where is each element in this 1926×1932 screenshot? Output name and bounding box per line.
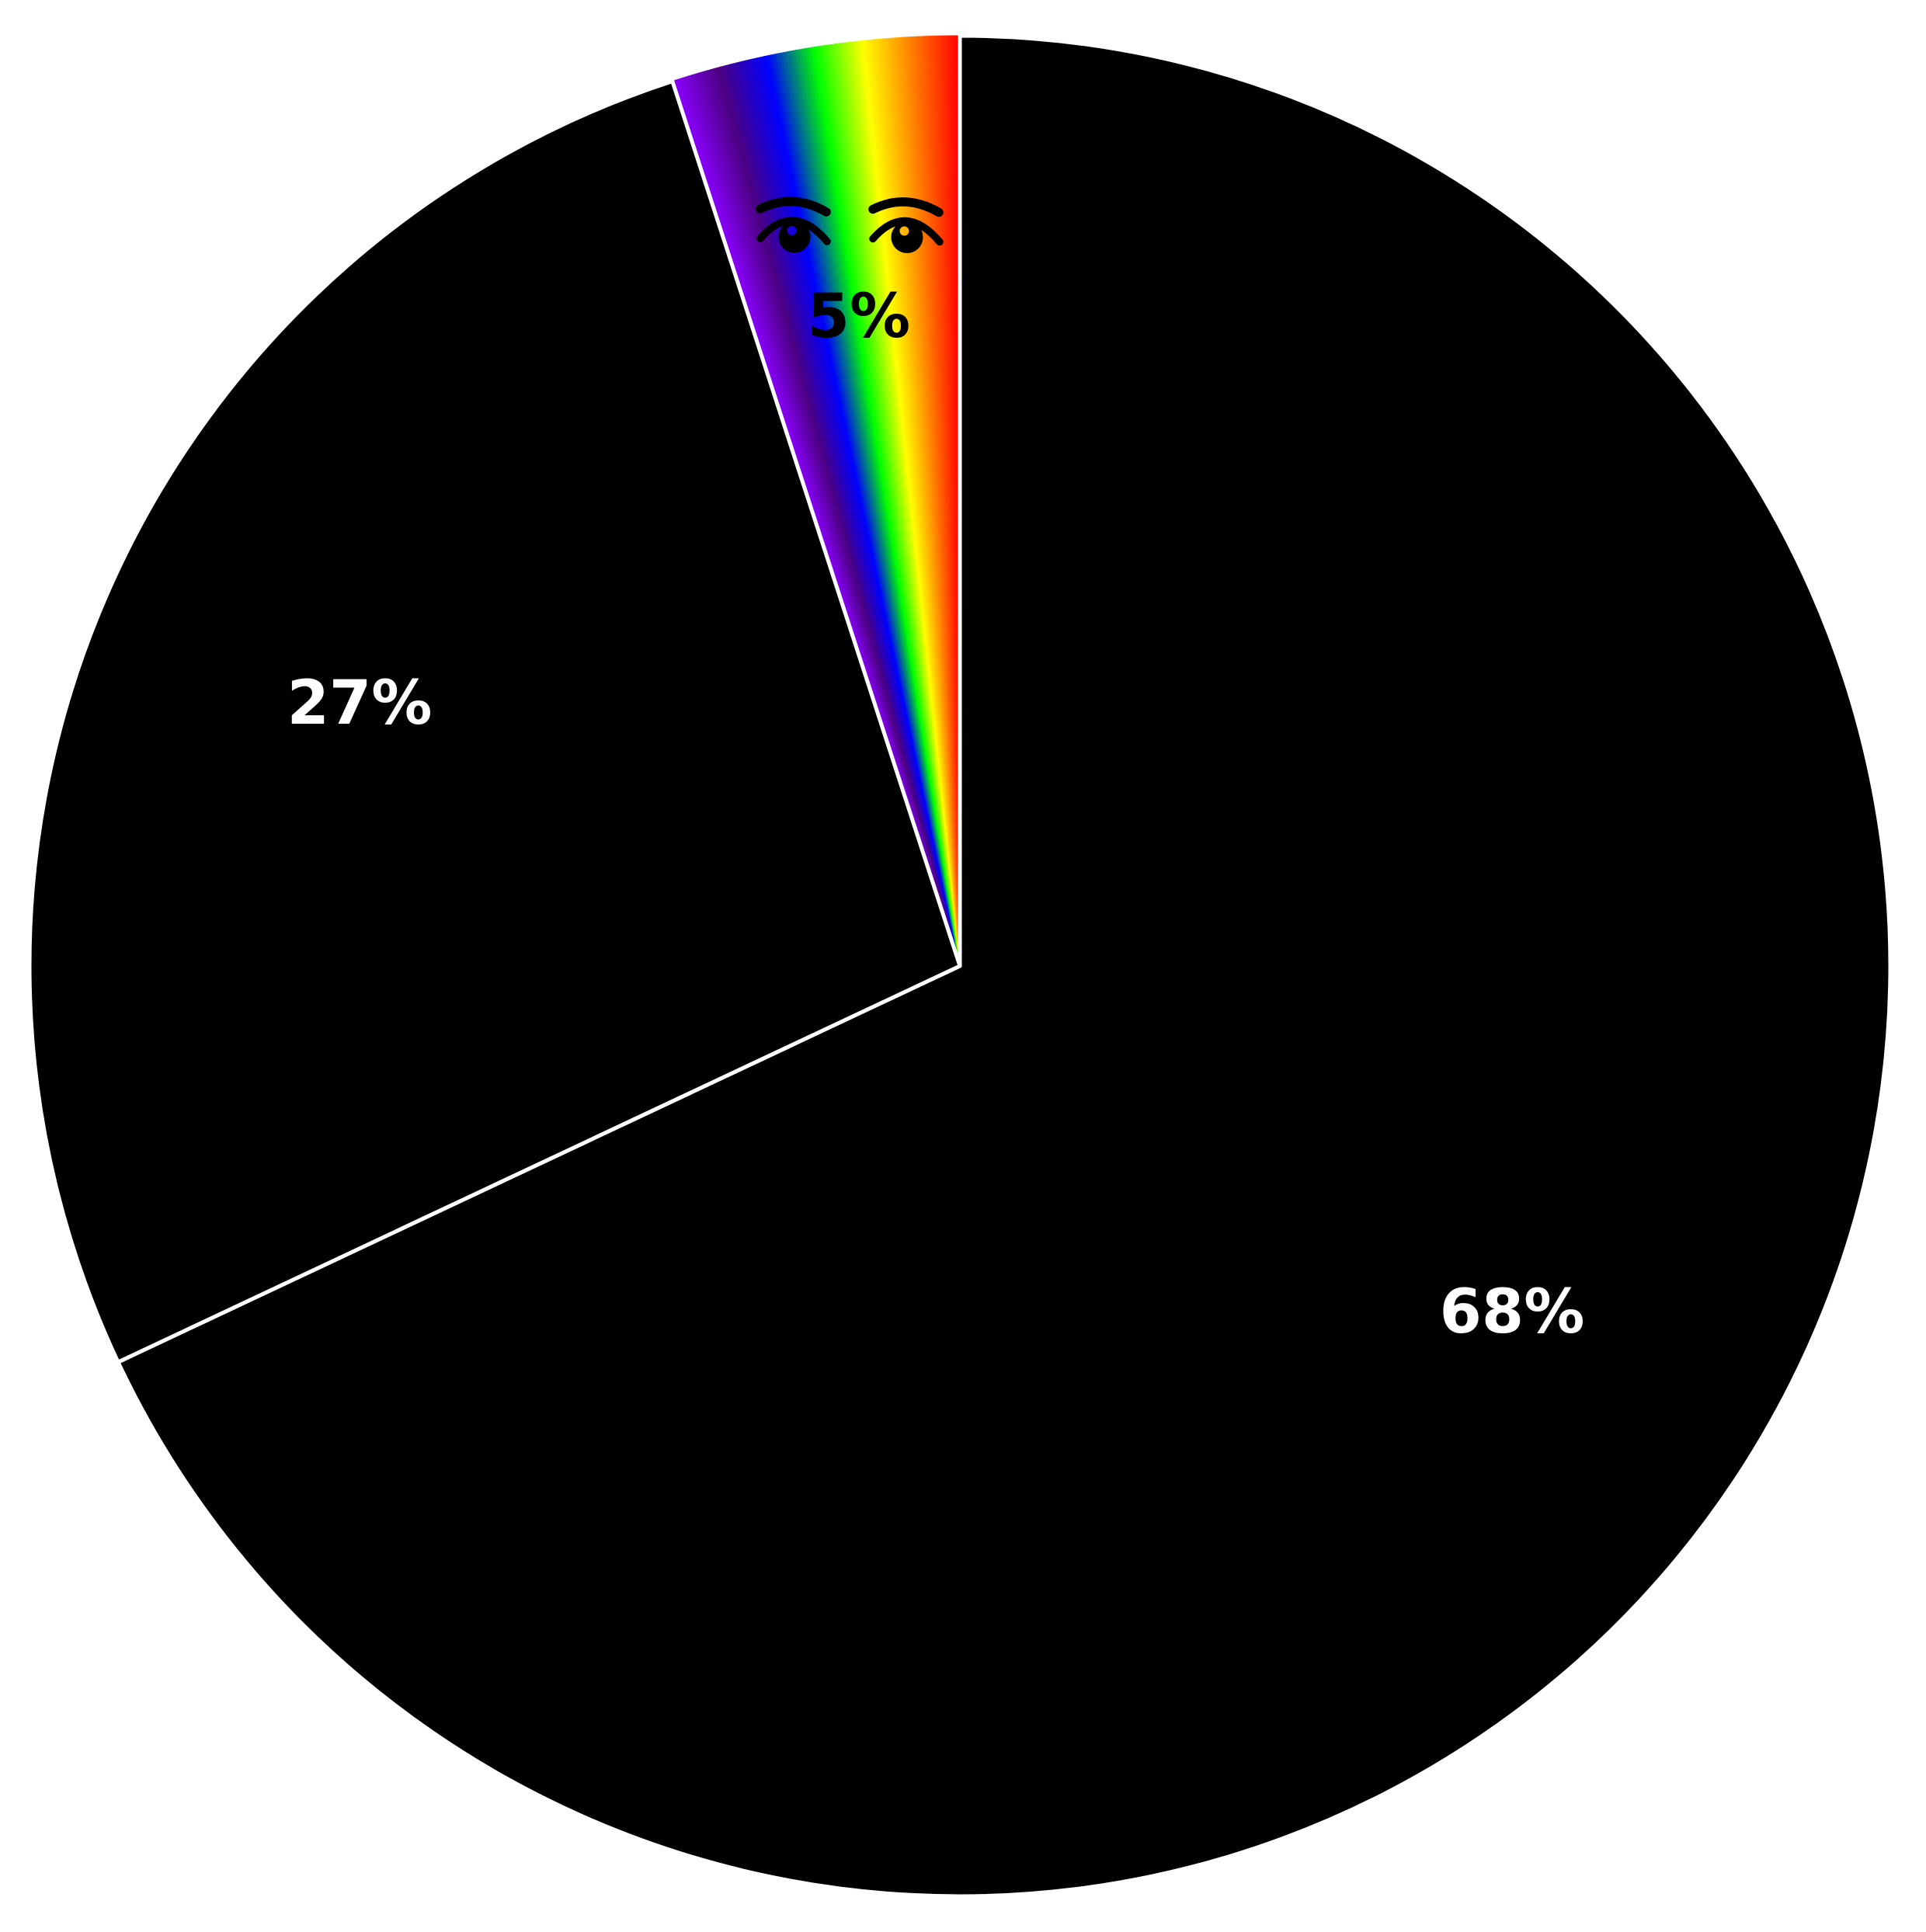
eye-icon <box>868 197 944 254</box>
eye-iris <box>778 221 811 253</box>
eye-iris <box>891 221 923 254</box>
pie-slice-27pct <box>27 79 962 1364</box>
eyebrow <box>868 197 944 217</box>
pie-slice-5pct-rainbow <box>672 35 961 967</box>
eye-icon <box>756 196 831 253</box>
pie-slice-68pct <box>116 33 1893 1899</box>
eyes-icon <box>756 196 944 254</box>
eyelid <box>756 217 831 245</box>
eyelid <box>869 217 944 246</box>
eyebrow <box>756 196 831 217</box>
